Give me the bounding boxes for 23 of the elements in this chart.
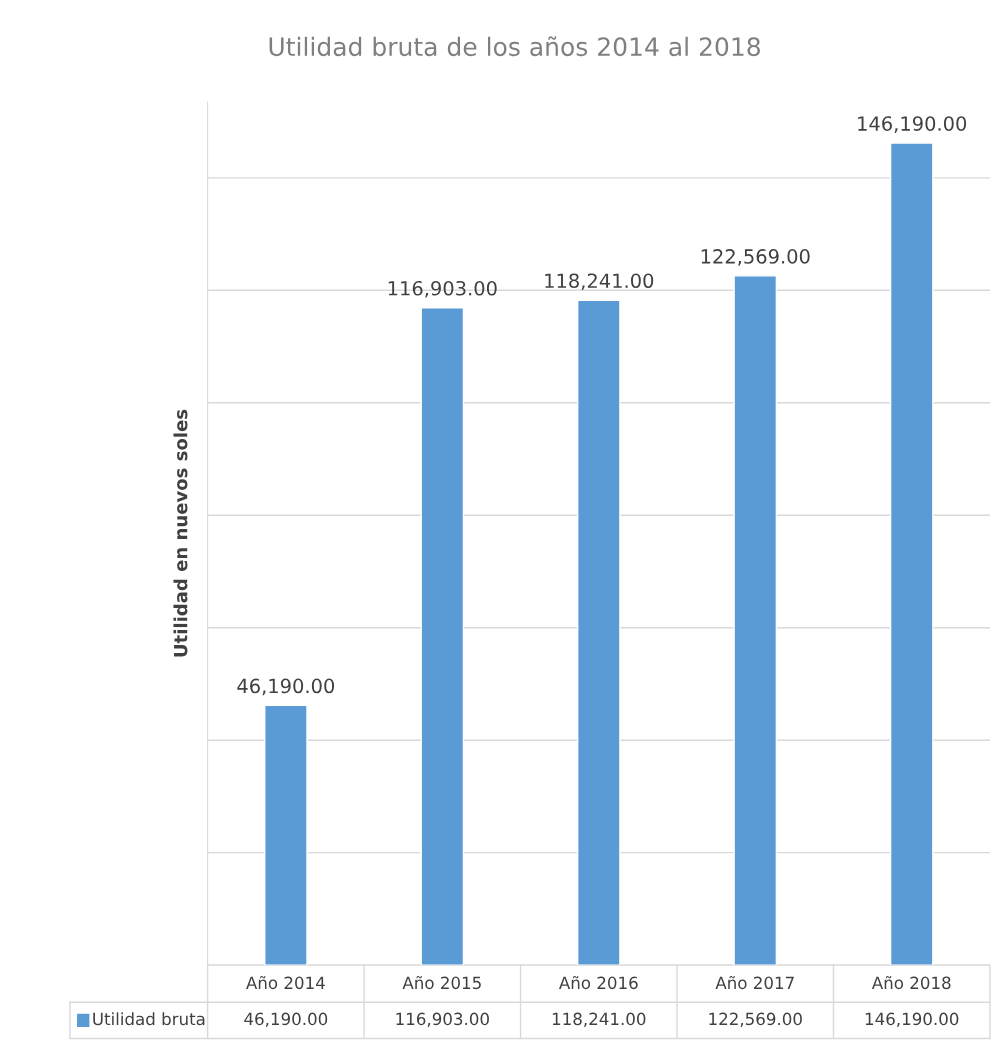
text: 122,569.00 (701, 249, 810, 266)
y-axis-title: Utilidad en nuevos soles (173, 409, 188, 657)
data-label: 46,190.00 (244, 1012, 328, 1027)
legend-label: Utilidad bruta (93, 1012, 205, 1026)
text: 146,190.00 (858, 116, 967, 133)
text: 116,903.00 (388, 280, 497, 298)
chart-title: Utilidad bruta de los años 2014 al 2018 (269, 36, 760, 57)
x-tick-label: Año 2014 (246, 975, 325, 990)
data-label: 116,903.00 (396, 1012, 489, 1027)
bar (264, 704, 308, 966)
x-tick-label: Año 2018 (871, 975, 951, 990)
data-label: 118,241.00 (552, 1012, 646, 1027)
data-label: 122,569.00 (709, 1012, 802, 1027)
bar (576, 299, 621, 966)
x-tick-label: Año 2015 (402, 975, 481, 990)
x-tick-label: Año 2016 (558, 975, 638, 990)
data-label: 146,190.00 (865, 1012, 959, 1027)
text: 46,190.00 (237, 678, 335, 696)
bar (420, 307, 465, 966)
bar (733, 275, 778, 966)
text: 118,241.00 (545, 273, 654, 291)
bar (889, 142, 934, 966)
x-tick-label: Año 2017 (715, 975, 794, 990)
